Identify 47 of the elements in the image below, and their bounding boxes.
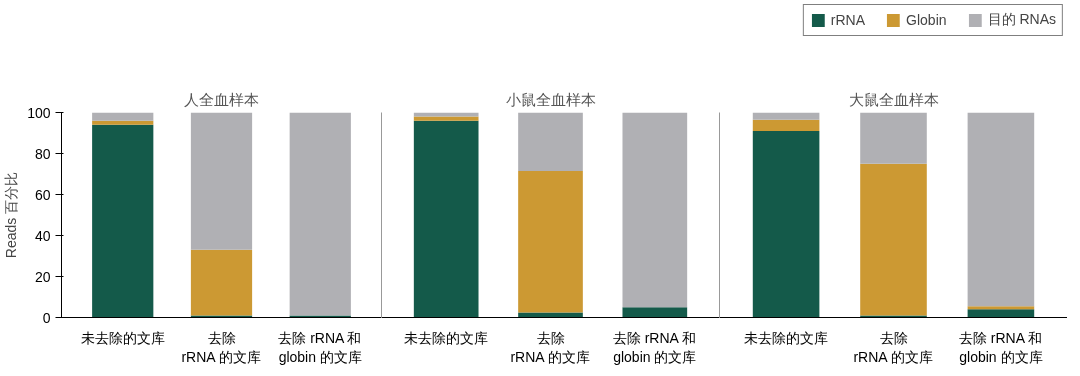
x-tick-label: 去除 rRNA 和 globin 的文库	[958, 329, 1043, 365]
y-tick-label: 40	[34, 227, 51, 244]
bar	[967, 112, 1035, 307]
bar	[92, 120, 154, 125]
bar	[860, 315, 927, 318]
y-tick-label: 0	[42, 309, 51, 326]
legend-label: Globin	[906, 12, 947, 28]
x-tick-label: 去除 rRNA 和 globin 的文库	[612, 329, 697, 365]
bar	[967, 309, 1035, 318]
y-tick-label: 20	[34, 268, 51, 285]
bar	[190, 315, 253, 318]
legend-label: rRNA	[830, 12, 866, 28]
x-tick-label: 未去除的文库	[80, 329, 165, 346]
bar	[413, 112, 479, 117]
chart-title: 人全血样本	[184, 90, 259, 108]
x-tick-label: 去除 rRNA 和 globin 的文库	[278, 329, 362, 365]
bar	[413, 116, 479, 121]
x-tick-label: 去除 rRNA 的文库	[181, 329, 261, 365]
bar	[289, 112, 351, 316]
x-tick-label: 去除 rRNA 的文库	[510, 329, 590, 365]
y-tick-label: 100	[27, 104, 51, 121]
bar	[413, 120, 479, 318]
bar	[190, 112, 253, 250]
y-tick-label: 80	[34, 145, 51, 162]
bar	[752, 119, 820, 131]
bar	[92, 112, 154, 121]
bar	[622, 307, 688, 318]
legend-label: 目的 RNAs	[987, 11, 1056, 29]
bar	[92, 124, 154, 318]
bar	[752, 112, 820, 120]
bar	[752, 130, 820, 318]
x-tick-label: 去除 rRNA 的文库	[853, 329, 933, 365]
bar	[289, 315, 351, 318]
bar	[518, 312, 583, 318]
bar	[518, 112, 583, 171]
chart-title: 大鼠全血样本	[848, 90, 939, 108]
chart-title: 小鼠全血样本	[505, 90, 596, 108]
bar	[860, 163, 927, 316]
bar	[622, 112, 688, 308]
bar	[518, 170, 583, 313]
y-axis-title: Reads 百分比	[3, 171, 20, 259]
y-tick-label: 60	[34, 186, 51, 203]
x-tick-label: 未去除的文库	[744, 329, 829, 346]
bar	[190, 249, 253, 316]
x-tick-label: 未去除的文库	[404, 329, 489, 346]
bar	[967, 306, 1035, 310]
bar	[860, 112, 927, 164]
